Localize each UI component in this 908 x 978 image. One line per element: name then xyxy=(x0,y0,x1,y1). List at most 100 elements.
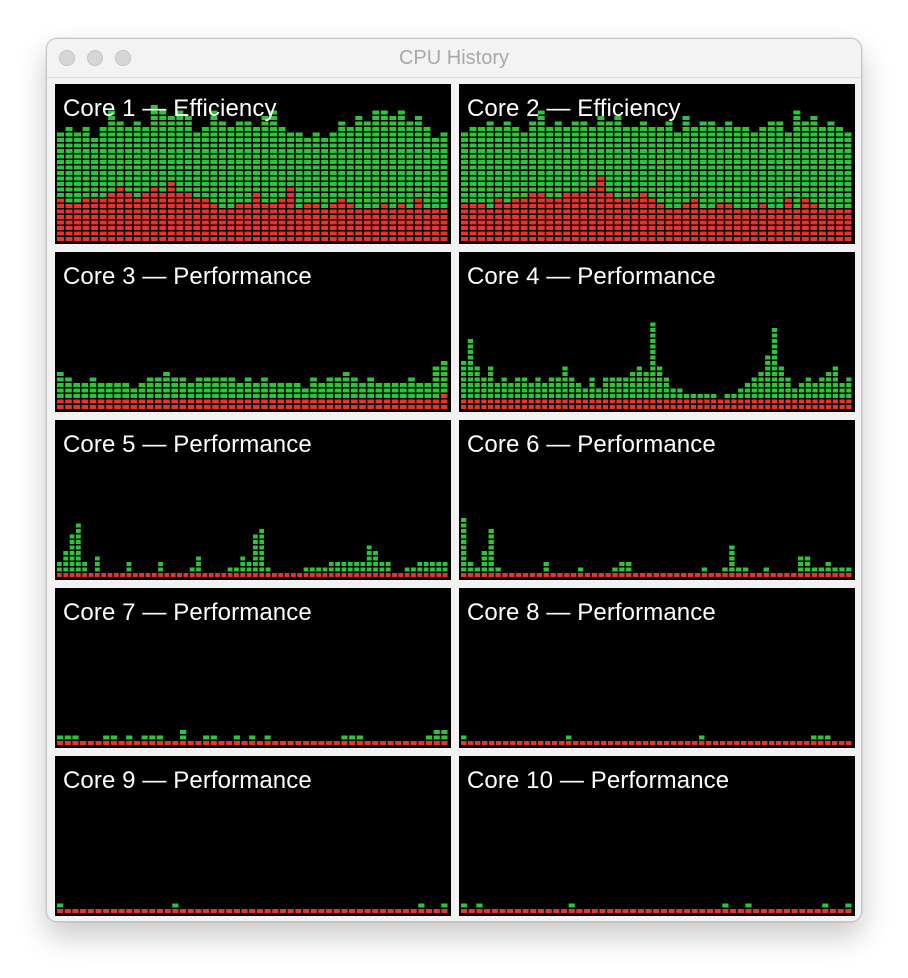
user-cell xyxy=(133,171,141,175)
user-cell xyxy=(125,171,133,175)
system-cell xyxy=(614,204,622,208)
user-cell xyxy=(537,187,545,192)
user-cell xyxy=(270,116,278,120)
usage-bar xyxy=(210,110,218,241)
system-cell xyxy=(233,741,240,745)
user-cell xyxy=(469,187,477,192)
user-cell xyxy=(648,165,656,170)
user-cell xyxy=(691,132,699,137)
user-cell xyxy=(515,394,521,398)
user-cell xyxy=(108,171,116,175)
system-cell xyxy=(142,198,150,203)
user-cell xyxy=(759,193,767,197)
system-cell xyxy=(346,204,354,208)
usage-bar xyxy=(791,573,797,577)
system-cell xyxy=(235,204,243,208)
user-cell xyxy=(227,160,235,164)
user-cell xyxy=(716,171,724,175)
user-cell xyxy=(750,160,758,164)
user-cell xyxy=(385,567,391,572)
system-cell xyxy=(580,193,588,197)
system-cell xyxy=(329,209,337,214)
system-cell xyxy=(203,741,210,745)
user-cell xyxy=(725,143,733,148)
user-cell xyxy=(793,204,801,208)
user-cell xyxy=(648,149,656,153)
user-cell xyxy=(57,165,65,170)
user-cell xyxy=(725,149,733,153)
system-cell xyxy=(269,405,276,409)
user-cell xyxy=(259,529,265,533)
user-cell xyxy=(636,388,642,393)
user-cell xyxy=(380,116,388,120)
user-cell xyxy=(708,171,716,175)
minimize-button[interactable] xyxy=(87,50,103,66)
user-cell xyxy=(674,160,682,164)
system-cell xyxy=(99,215,107,219)
system-cell xyxy=(784,198,792,203)
system-cell xyxy=(765,399,771,404)
system-cell xyxy=(241,741,248,745)
user-cell xyxy=(57,394,64,398)
user-cell xyxy=(167,149,175,153)
user-cell xyxy=(825,735,831,740)
system-cell xyxy=(699,231,707,236)
user-cell xyxy=(142,138,150,142)
title-bar[interactable]: CPU History xyxy=(47,39,861,78)
system-cell xyxy=(341,573,347,577)
usage-bar xyxy=(94,556,100,577)
user-cell xyxy=(312,132,320,137)
user-cell xyxy=(478,154,486,159)
usage-bar xyxy=(193,132,201,241)
system-cell xyxy=(529,237,537,241)
system-cell xyxy=(597,198,605,203)
user-cell xyxy=(529,160,537,164)
user-cell xyxy=(397,127,405,131)
user-cell xyxy=(835,149,843,153)
user-cell xyxy=(674,187,682,192)
system-cell xyxy=(537,231,545,236)
user-cell xyxy=(133,149,141,153)
user-cell xyxy=(597,116,605,120)
usage-bar xyxy=(676,909,683,913)
user-cell xyxy=(389,149,397,153)
usage-bar xyxy=(622,127,630,241)
user-cell xyxy=(750,154,758,159)
user-cell xyxy=(750,204,758,208)
user-cell xyxy=(363,165,371,170)
usage-bar xyxy=(240,556,246,577)
user-cell xyxy=(835,132,843,137)
zoom-button[interactable] xyxy=(115,50,131,66)
user-cell xyxy=(363,171,371,175)
user-cell xyxy=(537,127,545,131)
system-cell xyxy=(678,741,684,745)
system-cell xyxy=(432,405,440,409)
user-cell xyxy=(218,187,226,192)
user-cell xyxy=(691,127,699,131)
user-cell xyxy=(602,383,609,387)
system-cell xyxy=(580,741,586,745)
user-cell xyxy=(597,132,605,137)
user-cell xyxy=(765,355,771,360)
usage-bar xyxy=(729,545,735,577)
system-cell xyxy=(580,237,588,241)
system-cell xyxy=(597,215,605,219)
user-cell xyxy=(234,567,239,572)
user-cell xyxy=(835,171,843,175)
system-cell xyxy=(312,226,320,230)
system-cell xyxy=(495,215,503,219)
system-cell xyxy=(201,231,209,236)
system-cell xyxy=(108,204,116,208)
user-cell xyxy=(253,187,261,192)
system-cell xyxy=(133,220,141,225)
close-button[interactable] xyxy=(59,50,75,66)
user-cell xyxy=(759,176,767,181)
usage-bar xyxy=(646,573,653,577)
usage-bar xyxy=(701,567,708,577)
user-cell xyxy=(467,377,474,382)
system-cell xyxy=(605,573,611,577)
user-cell xyxy=(776,160,784,164)
user-cell xyxy=(631,182,639,186)
user-cell xyxy=(220,394,227,398)
system-cell xyxy=(474,573,481,577)
